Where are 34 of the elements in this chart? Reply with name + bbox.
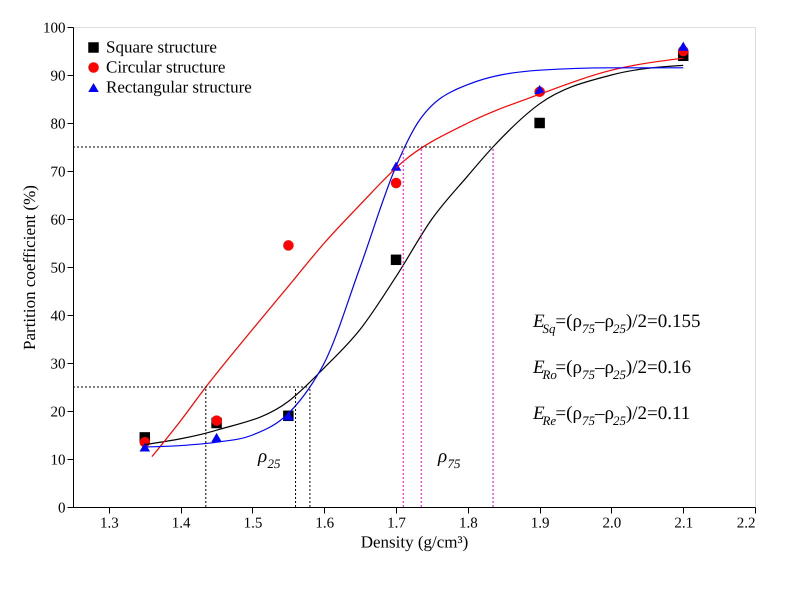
y-tick-label: 100	[43, 20, 66, 36]
x-tick-label: 2.2	[736, 516, 756, 532]
point	[211, 415, 222, 426]
y-tick-label: 90	[50, 68, 66, 84]
y-axis-title: Partition coefficient (%)	[20, 185, 39, 350]
legend-label: Rectangular structure	[106, 78, 252, 96]
x-tick-label: 1.9	[530, 516, 550, 532]
x-tick-label: 1.8	[458, 516, 478, 532]
x-tick-label: 1.3	[100, 516, 119, 532]
point	[534, 118, 545, 128]
y-tick-label: 40	[50, 308, 66, 324]
point	[283, 240, 294, 251]
x-tick-label: 1.5	[244, 516, 262, 532]
y-tick-label: 20	[50, 404, 66, 420]
y-tick-label: 30	[50, 356, 66, 372]
legend-label: Square structure	[106, 38, 217, 56]
legend-label: Circular structure	[106, 58, 226, 76]
point	[390, 178, 402, 188]
y-tick-label: 70	[50, 164, 66, 180]
y-tick-label: 10	[50, 452, 66, 468]
x-tick-label: 2.1	[674, 516, 694, 532]
y-tick-label: 80	[50, 116, 66, 132]
point	[390, 254, 402, 266]
x-axis-title: Density (g/cm³)	[360, 532, 468, 552]
x-tick-label: 2.0	[602, 516, 622, 532]
point	[678, 42, 688, 51]
x-tick-label: 1.7	[387, 516, 406, 532]
y-tick-label: 50	[50, 260, 66, 276]
x-tick-label: 1.4	[172, 516, 192, 532]
point	[211, 432, 222, 442]
y-tick-label: 0	[58, 500, 66, 516]
x-tick-label: 1.6	[315, 516, 335, 532]
y-tick-label: 60	[50, 212, 66, 228]
point	[140, 442, 150, 452]
